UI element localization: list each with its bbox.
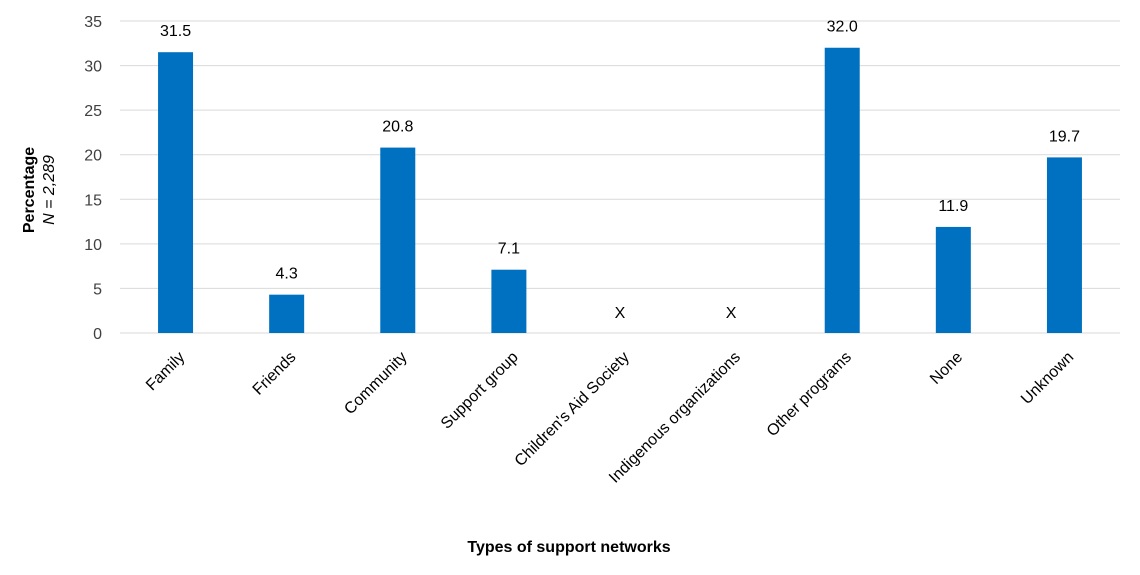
y-tick-label: 30 xyxy=(84,59,102,76)
bar xyxy=(158,52,194,333)
y-axis-subtitle: N = 2,289 xyxy=(41,155,58,225)
data-label: 11.9 xyxy=(938,198,968,215)
data-labels: 31.5 4.3 20.8 7.1 X X 32.0 11.9 19.7 xyxy=(160,19,1080,322)
x-tick-label: Unknown xyxy=(1018,349,1077,408)
data-label: X xyxy=(726,305,737,322)
data-label: 32.0 xyxy=(827,19,858,36)
x-tick-label: Family xyxy=(143,349,188,394)
y-tick-label: 25 xyxy=(84,103,102,120)
y-tick-label: 0 xyxy=(93,326,102,343)
data-label: 7.1 xyxy=(498,241,520,258)
x-tick-label: Indigenous organizations xyxy=(606,349,744,487)
x-axis-title: Types of support networks xyxy=(467,539,670,556)
bar xyxy=(380,147,416,333)
data-label: 31.5 xyxy=(160,23,191,40)
x-tick-label: None xyxy=(927,349,966,388)
bar xyxy=(1046,157,1082,333)
bars xyxy=(158,47,1082,333)
x-axis-ticks: Family Friends Community Support groupChild… xyxy=(143,349,1077,487)
x-tick-label: Community xyxy=(341,349,410,418)
bar xyxy=(491,269,527,333)
data-label: 4.3 xyxy=(276,266,298,283)
y-tick-label: 20 xyxy=(84,148,102,165)
bar xyxy=(935,226,971,333)
data-label: 20.8 xyxy=(382,119,413,136)
x-tick-label: Other programs xyxy=(764,349,855,440)
y-tick-label: 5 xyxy=(93,281,102,298)
data-label: 19.7 xyxy=(1049,128,1080,145)
x-tick-label: Children's Aid Society xyxy=(512,349,633,470)
gridlines xyxy=(120,20,1120,334)
data-label: X xyxy=(615,305,626,322)
bar xyxy=(269,294,305,333)
x-tick-label: Friends xyxy=(250,349,300,399)
y-tick-label: 15 xyxy=(84,192,102,209)
y-axis-ticks: 0 5 10 15 20 25 30 35 xyxy=(84,14,102,343)
bar xyxy=(824,47,860,333)
y-axis-title: Percentage xyxy=(21,147,38,233)
y-tick-label: 35 xyxy=(84,14,102,31)
y-tick-label: 10 xyxy=(84,237,102,254)
x-tick-label: Support group xyxy=(438,349,522,433)
